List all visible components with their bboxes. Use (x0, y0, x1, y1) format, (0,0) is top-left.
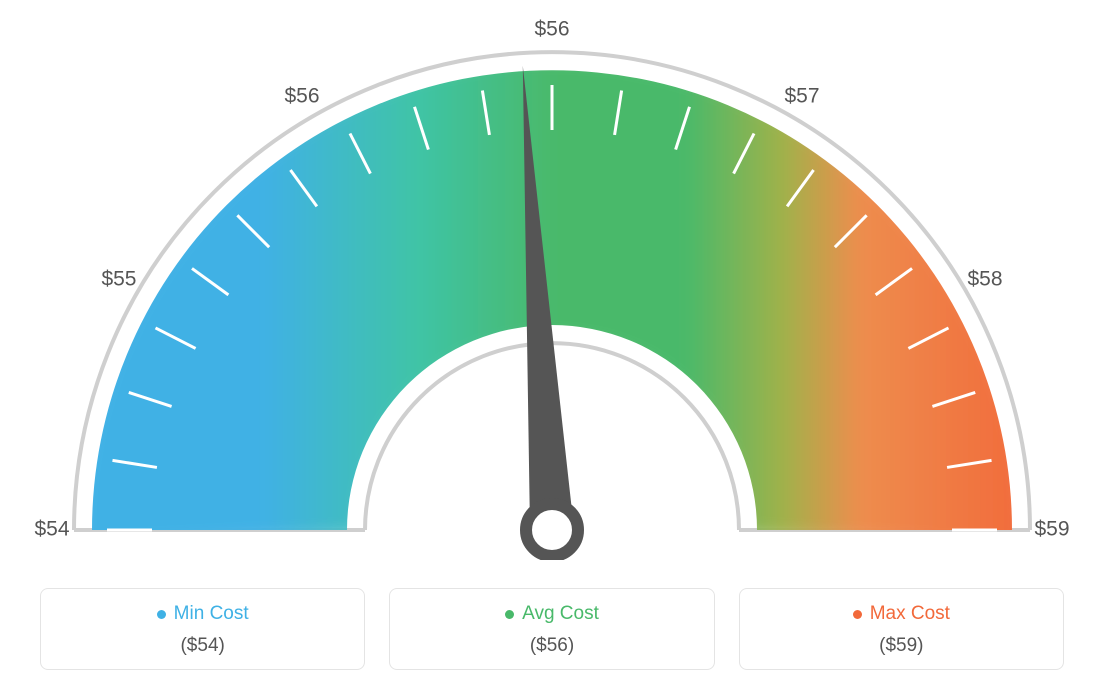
legend-dot-max (853, 610, 862, 619)
gauge-svg: $54 $55 $56 $56 $57 $58 $59 (0, 0, 1104, 560)
gauge-scale-label: $58 (967, 268, 1002, 291)
gauge-needle-hub (526, 504, 578, 556)
gauge-area: $54 $55 $56 $56 $57 $58 $59 (0, 0, 1104, 560)
gauge-scale-label: $56 (534, 18, 569, 41)
legend-label-min: Min Cost (174, 603, 249, 625)
legend-dot-min (157, 610, 166, 619)
legend-dot-avg (505, 610, 514, 619)
legend-title-min: Min Cost (157, 603, 249, 625)
legend-label-max: Max Cost (870, 603, 950, 625)
gauge-scale-label: $59 (1034, 518, 1069, 541)
gauge-scale-label: $57 (784, 85, 819, 108)
legend-row: Min Cost ($54) Avg Cost ($56) Max Cost (… (40, 588, 1064, 670)
legend-label-avg: Avg Cost (522, 603, 599, 625)
legend-value-avg: ($56) (390, 635, 713, 657)
legend-value-min: ($54) (41, 635, 364, 657)
legend-card-max: Max Cost ($59) (739, 588, 1064, 670)
legend-title-avg: Avg Cost (505, 603, 599, 625)
gauge-scale-label: $54 (34, 518, 69, 541)
gauge-scale-label: $56 (284, 85, 319, 108)
legend-card-avg: Avg Cost ($56) (389, 588, 714, 670)
legend-title-max: Max Cost (853, 603, 950, 625)
legend-card-min: Min Cost ($54) (40, 588, 365, 670)
cost-gauge-widget: $54 $55 $56 $56 $57 $58 $59 Min Cost ($54) Avg… (0, 0, 1104, 690)
gauge-scale-label: $55 (101, 268, 136, 291)
legend-value-max: ($59) (740, 635, 1063, 657)
